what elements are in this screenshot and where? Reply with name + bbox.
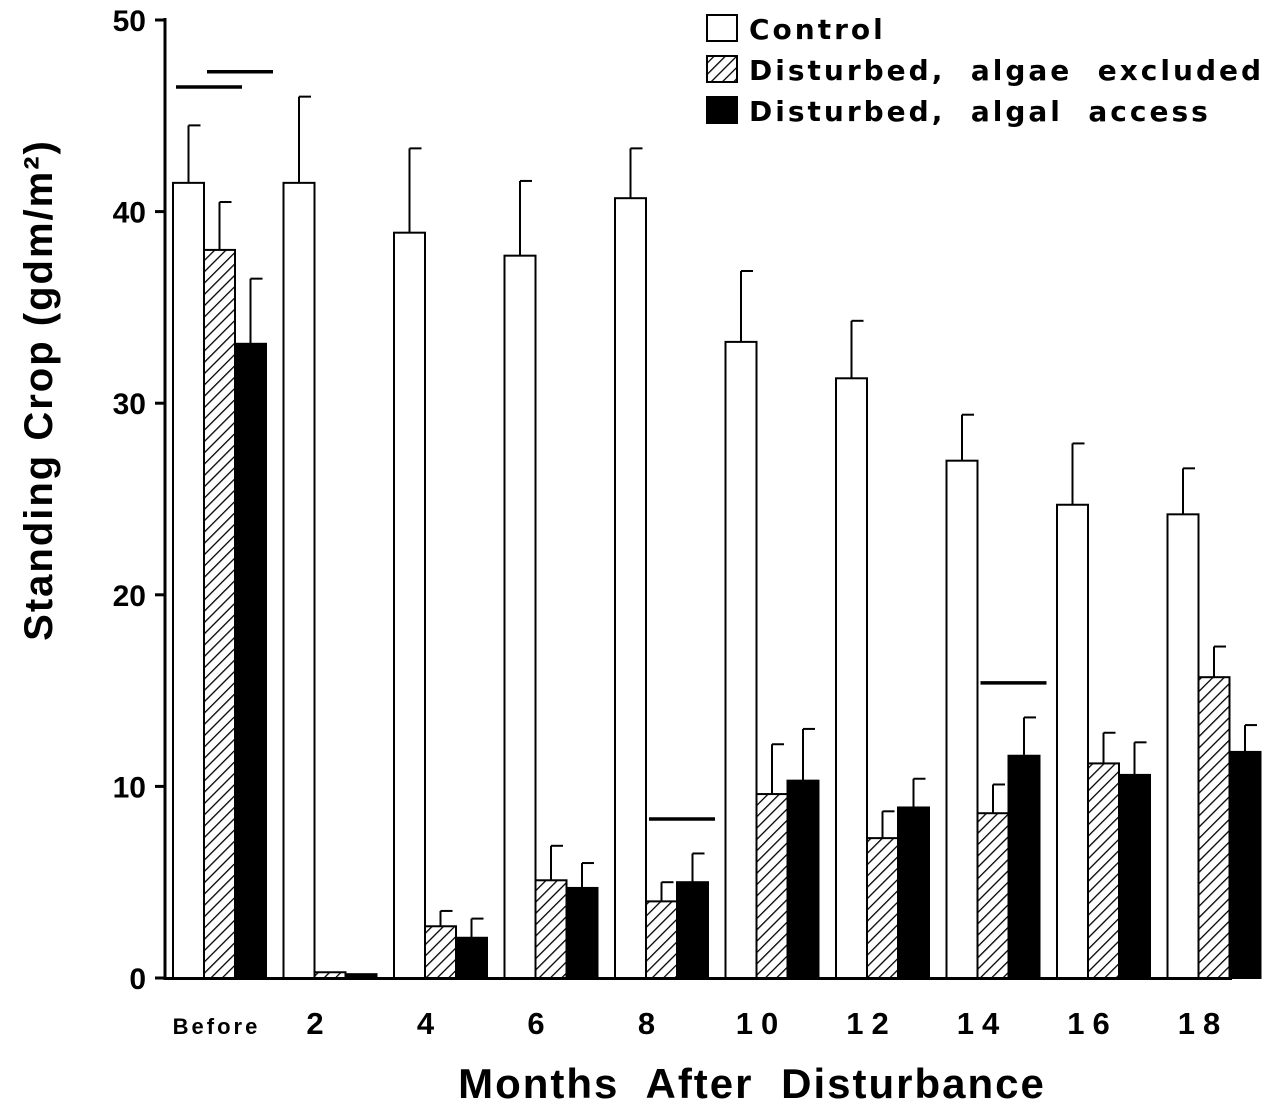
bar <box>645 900 678 979</box>
y-tick-label: 30 <box>113 388 146 421</box>
x-ticks: Before 2 4 6 8 10 12 14 16 18 <box>173 1006 1228 1041</box>
x-axis-title: Months After Disturbance <box>458 1060 1046 1107</box>
legend-label: Disturbed, algal access <box>749 95 1211 128</box>
x-tick-label: 4 <box>417 1006 442 1041</box>
legend-label: Disturbed, algae excluded <box>749 54 1264 87</box>
bar <box>424 925 457 980</box>
bar <box>1228 750 1262 979</box>
significance-bars <box>176 69 1047 821</box>
y-ticks: 0 10 20 30 40 50 <box>113 5 165 996</box>
bar <box>1056 503 1089 979</box>
bar <box>313 971 347 980</box>
y-axis-title: Standing Crop (gdm/m²) <box>17 139 61 641</box>
bar <box>1118 773 1151 979</box>
bar <box>534 879 568 979</box>
bar <box>172 181 205 980</box>
legend-swatch <box>706 96 738 124</box>
legend-swatch <box>706 55 738 83</box>
bar <box>565 886 599 979</box>
bar <box>1007 754 1041 980</box>
y-tick-label: 0 <box>129 963 146 996</box>
bar <box>724 340 758 979</box>
x-tick-label: Before <box>173 1014 261 1039</box>
x-tick-label: 14 <box>957 1006 1007 1041</box>
bar <box>755 793 789 980</box>
x-tick-label: 2 <box>306 1006 331 1041</box>
x-tick-label: 18 <box>1178 1006 1228 1041</box>
bar <box>676 881 709 980</box>
error-bars <box>187 95 1257 938</box>
x-tick-label: 8 <box>638 1006 663 1041</box>
x-tick-label: 12 <box>846 1006 896 1041</box>
bar <box>835 377 868 979</box>
bars <box>172 181 1262 980</box>
bar <box>945 459 979 979</box>
bar <box>614 197 647 980</box>
bar <box>976 812 1010 979</box>
legend: Control Disturbed, algae excluded Disturbe… <box>706 13 1264 128</box>
bar <box>897 806 930 980</box>
x-tick-label: 6 <box>527 1006 552 1041</box>
bar <box>455 936 488 979</box>
bar <box>282 181 316 980</box>
bar <box>866 837 899 980</box>
y-tick-label: 10 <box>113 771 146 804</box>
bar <box>503 254 537 979</box>
bar <box>786 779 820 979</box>
y-tick-label: 40 <box>113 197 146 230</box>
y-tick-label: 50 <box>113 5 146 38</box>
bar <box>1166 513 1200 979</box>
y-tick-label: 20 <box>113 580 146 613</box>
bar <box>1087 762 1120 980</box>
legend-swatch <box>706 14 738 42</box>
x-tick-label: 10 <box>736 1006 786 1041</box>
legend-label: Control <box>749 13 886 46</box>
bar <box>344 973 378 980</box>
bar <box>393 231 426 979</box>
x-tick-label: 16 <box>1067 1006 1117 1041</box>
bar <box>1197 676 1231 979</box>
bar <box>234 342 267 979</box>
bar <box>203 248 236 980</box>
